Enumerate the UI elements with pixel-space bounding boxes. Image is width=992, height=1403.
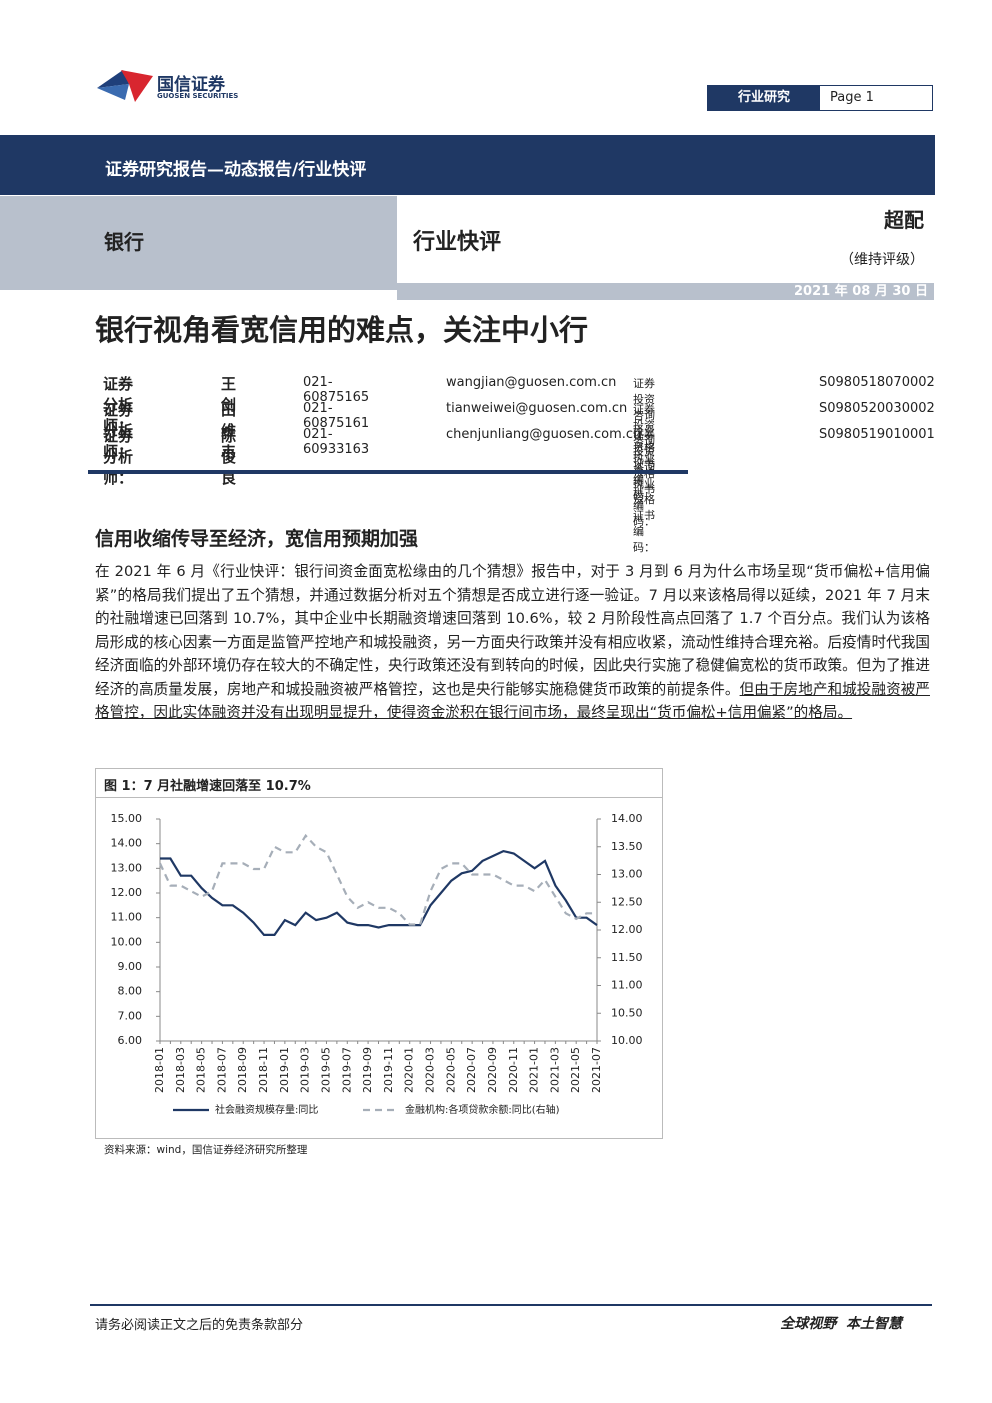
x-tick-label: 2020-07 <box>465 1047 478 1093</box>
x-tick-label: 2019-09 <box>361 1047 374 1093</box>
analyst-label: 证券分析师： <box>103 401 134 461</box>
x-tick-label: 2020-05 <box>444 1047 457 1093</box>
y-tick-label: 13.00 <box>111 861 143 874</box>
figure-source: 资料来源：wind，国信证券经济研究所整理 <box>104 1144 308 1156</box>
analyst-label: 证券分析师： <box>103 375 134 435</box>
analyst-phone: 021-60933163 <box>303 427 370 457</box>
page-number: Page 1 <box>830 90 874 105</box>
analyst-phone: 021-60875161 <box>303 401 370 431</box>
date: 2021 年 08 月 30 日 <box>794 284 928 299</box>
series-line <box>160 849 598 936</box>
analyst-phone: 021-60875165 <box>303 375 370 405</box>
analyst-label: 证券分析师： <box>103 427 134 487</box>
legend-label: 社会融资规模存量:同比 <box>215 1103 318 1116</box>
rule <box>88 470 688 474</box>
y2-tick-label: 12.50 <box>611 895 643 908</box>
y-tick-label: 11.00 <box>111 911 143 924</box>
y-tick-label: 15.00 <box>111 812 143 825</box>
footer-right: 全球视野 本土智慧 <box>780 1316 902 1332</box>
x-tick-label: 2019-03 <box>299 1047 312 1093</box>
paragraph: 在 2021 年 6 月《行业快评：银行间资金面宽松缘由的几个猜想》报告中，对于… <box>95 560 930 725</box>
x-tick-label: 2019-01 <box>278 1047 291 1093</box>
page-box <box>707 85 933 111</box>
footer-rule <box>90 1304 932 1306</box>
cert-number: S0980520030002 <box>819 401 935 416</box>
x-tick-label: 2019-07 <box>340 1047 353 1093</box>
x-tick-label: 2019-11 <box>382 1047 395 1093</box>
title: 银行视角看宽信用的难点，关注中小行 <box>95 313 589 347</box>
logo-name: 国信证券 <box>157 75 225 95</box>
figure-rule <box>96 797 662 798</box>
sector: 银行 <box>104 230 144 254</box>
y2-tick-label: 11.00 <box>611 979 643 992</box>
x-tick-label: 2020-09 <box>486 1047 499 1093</box>
y-tick-label: 9.00 <box>118 960 143 973</box>
y-tick-label: 10.00 <box>111 935 143 948</box>
rating-note: （维持评级） <box>840 252 924 268</box>
x-tick-label: 2018-05 <box>195 1047 208 1093</box>
x-tick-label: 2018-09 <box>236 1047 249 1093</box>
x-tick-label: 2021-01 <box>528 1047 541 1093</box>
y2-tick-label: 12.00 <box>611 923 643 936</box>
report-kind: 行业快评 <box>413 229 502 255</box>
x-tick-label: 2020-01 <box>403 1047 416 1093</box>
sector-bg <box>0 196 397 290</box>
y-tick-label: 7.00 <box>118 1009 143 1022</box>
analyst-name: 王剑 <box>221 375 237 414</box>
y2-tick-label: 13.50 <box>611 840 643 853</box>
chart: 6.00 7.00 8.00 9.00 10.00 11.00 12.00 13.00 14.0… <box>111 812 643 1116</box>
y2-tick-label: 10.50 <box>611 1006 643 1019</box>
y-tick-label: 8.00 <box>118 985 143 998</box>
y2-tick-label: 11.50 <box>611 951 643 964</box>
footer-left: 请务必阅读正文之后的免责条款部分 <box>95 1318 304 1333</box>
analyst-email: tianweiwei@guosen.com.cn <box>446 401 628 416</box>
x-tick-label: 2021-03 <box>548 1047 561 1093</box>
analyst-email: chenjunliang@guosen.com.cn <box>446 427 642 442</box>
y2-tick-label: 13.00 <box>611 868 643 881</box>
series-line <box>159 833 597 926</box>
section-heading: 信用收缩传导至经济，宽信用预期加强 <box>95 528 419 550</box>
banner: 证券研究报告—动态报告/行业快评 <box>105 160 367 180</box>
logo-mark <box>97 70 153 102</box>
cert-number: S0980518070002 <box>819 375 935 390</box>
cert-label: 证券投资咨询执业资格证书编码： <box>633 377 655 502</box>
y2-tick-label: 14.00 <box>611 812 643 825</box>
cert-number: S0980519010001 <box>819 427 935 442</box>
banner-bg <box>0 135 935 195</box>
analyst-name: 田维韦 <box>221 401 237 461</box>
cert-label: 证券投资咨询执业资格证书编码： <box>633 403 655 528</box>
legend-label: 金融机构:各项贷款余额:同比(右轴) <box>405 1103 560 1116</box>
y2-tick-label: 10.00 <box>611 1034 643 1047</box>
analyst-email: wangjian@guosen.com.cn <box>446 375 617 390</box>
date-bar <box>397 283 934 300</box>
y-tick-label: 12.00 <box>111 886 143 899</box>
x-tick-label: 2018-03 <box>174 1047 187 1093</box>
figure-title: 图 1：7 月社融增速回落至 10.7% <box>104 779 311 794</box>
x-tick-label: 2019-05 <box>319 1047 332 1093</box>
x-tick-label: 2018-11 <box>257 1047 270 1093</box>
box-label: 行业研究 <box>708 86 820 110</box>
cert-label: 证券投资咨询执业资格证书编码： <box>633 429 655 554</box>
y-tick-label: 6.00 <box>118 1034 143 1047</box>
x-tick-label: 2018-07 <box>215 1047 228 1093</box>
logo-en: GUOSEN SECURITIES <box>157 92 239 100</box>
rating: 超配 <box>884 208 924 232</box>
x-tick-label: 2021-07 <box>590 1047 603 1093</box>
figure-box <box>95 768 663 1139</box>
y-tick-label: 14.00 <box>111 837 143 850</box>
x-tick-label: 2020-03 <box>424 1047 437 1093</box>
x-tick-label: 2020-11 <box>507 1047 520 1093</box>
x-tick-label: 2021-05 <box>569 1047 582 1093</box>
analyst-name: 陈俊良 <box>221 427 237 487</box>
x-tick-label: 2018-01 <box>153 1047 166 1093</box>
paragraph-underlined: 但由于房地产和城投融资被严格管控，因此实体融资并没有出现明显提升，使得资金淤积在… <box>95 680 930 722</box>
paragraph-text: 在 2021 年 6 月《行业快评：银行间资金面宽松缘由的几个猜想》报告中，对于… <box>95 563 930 698</box>
